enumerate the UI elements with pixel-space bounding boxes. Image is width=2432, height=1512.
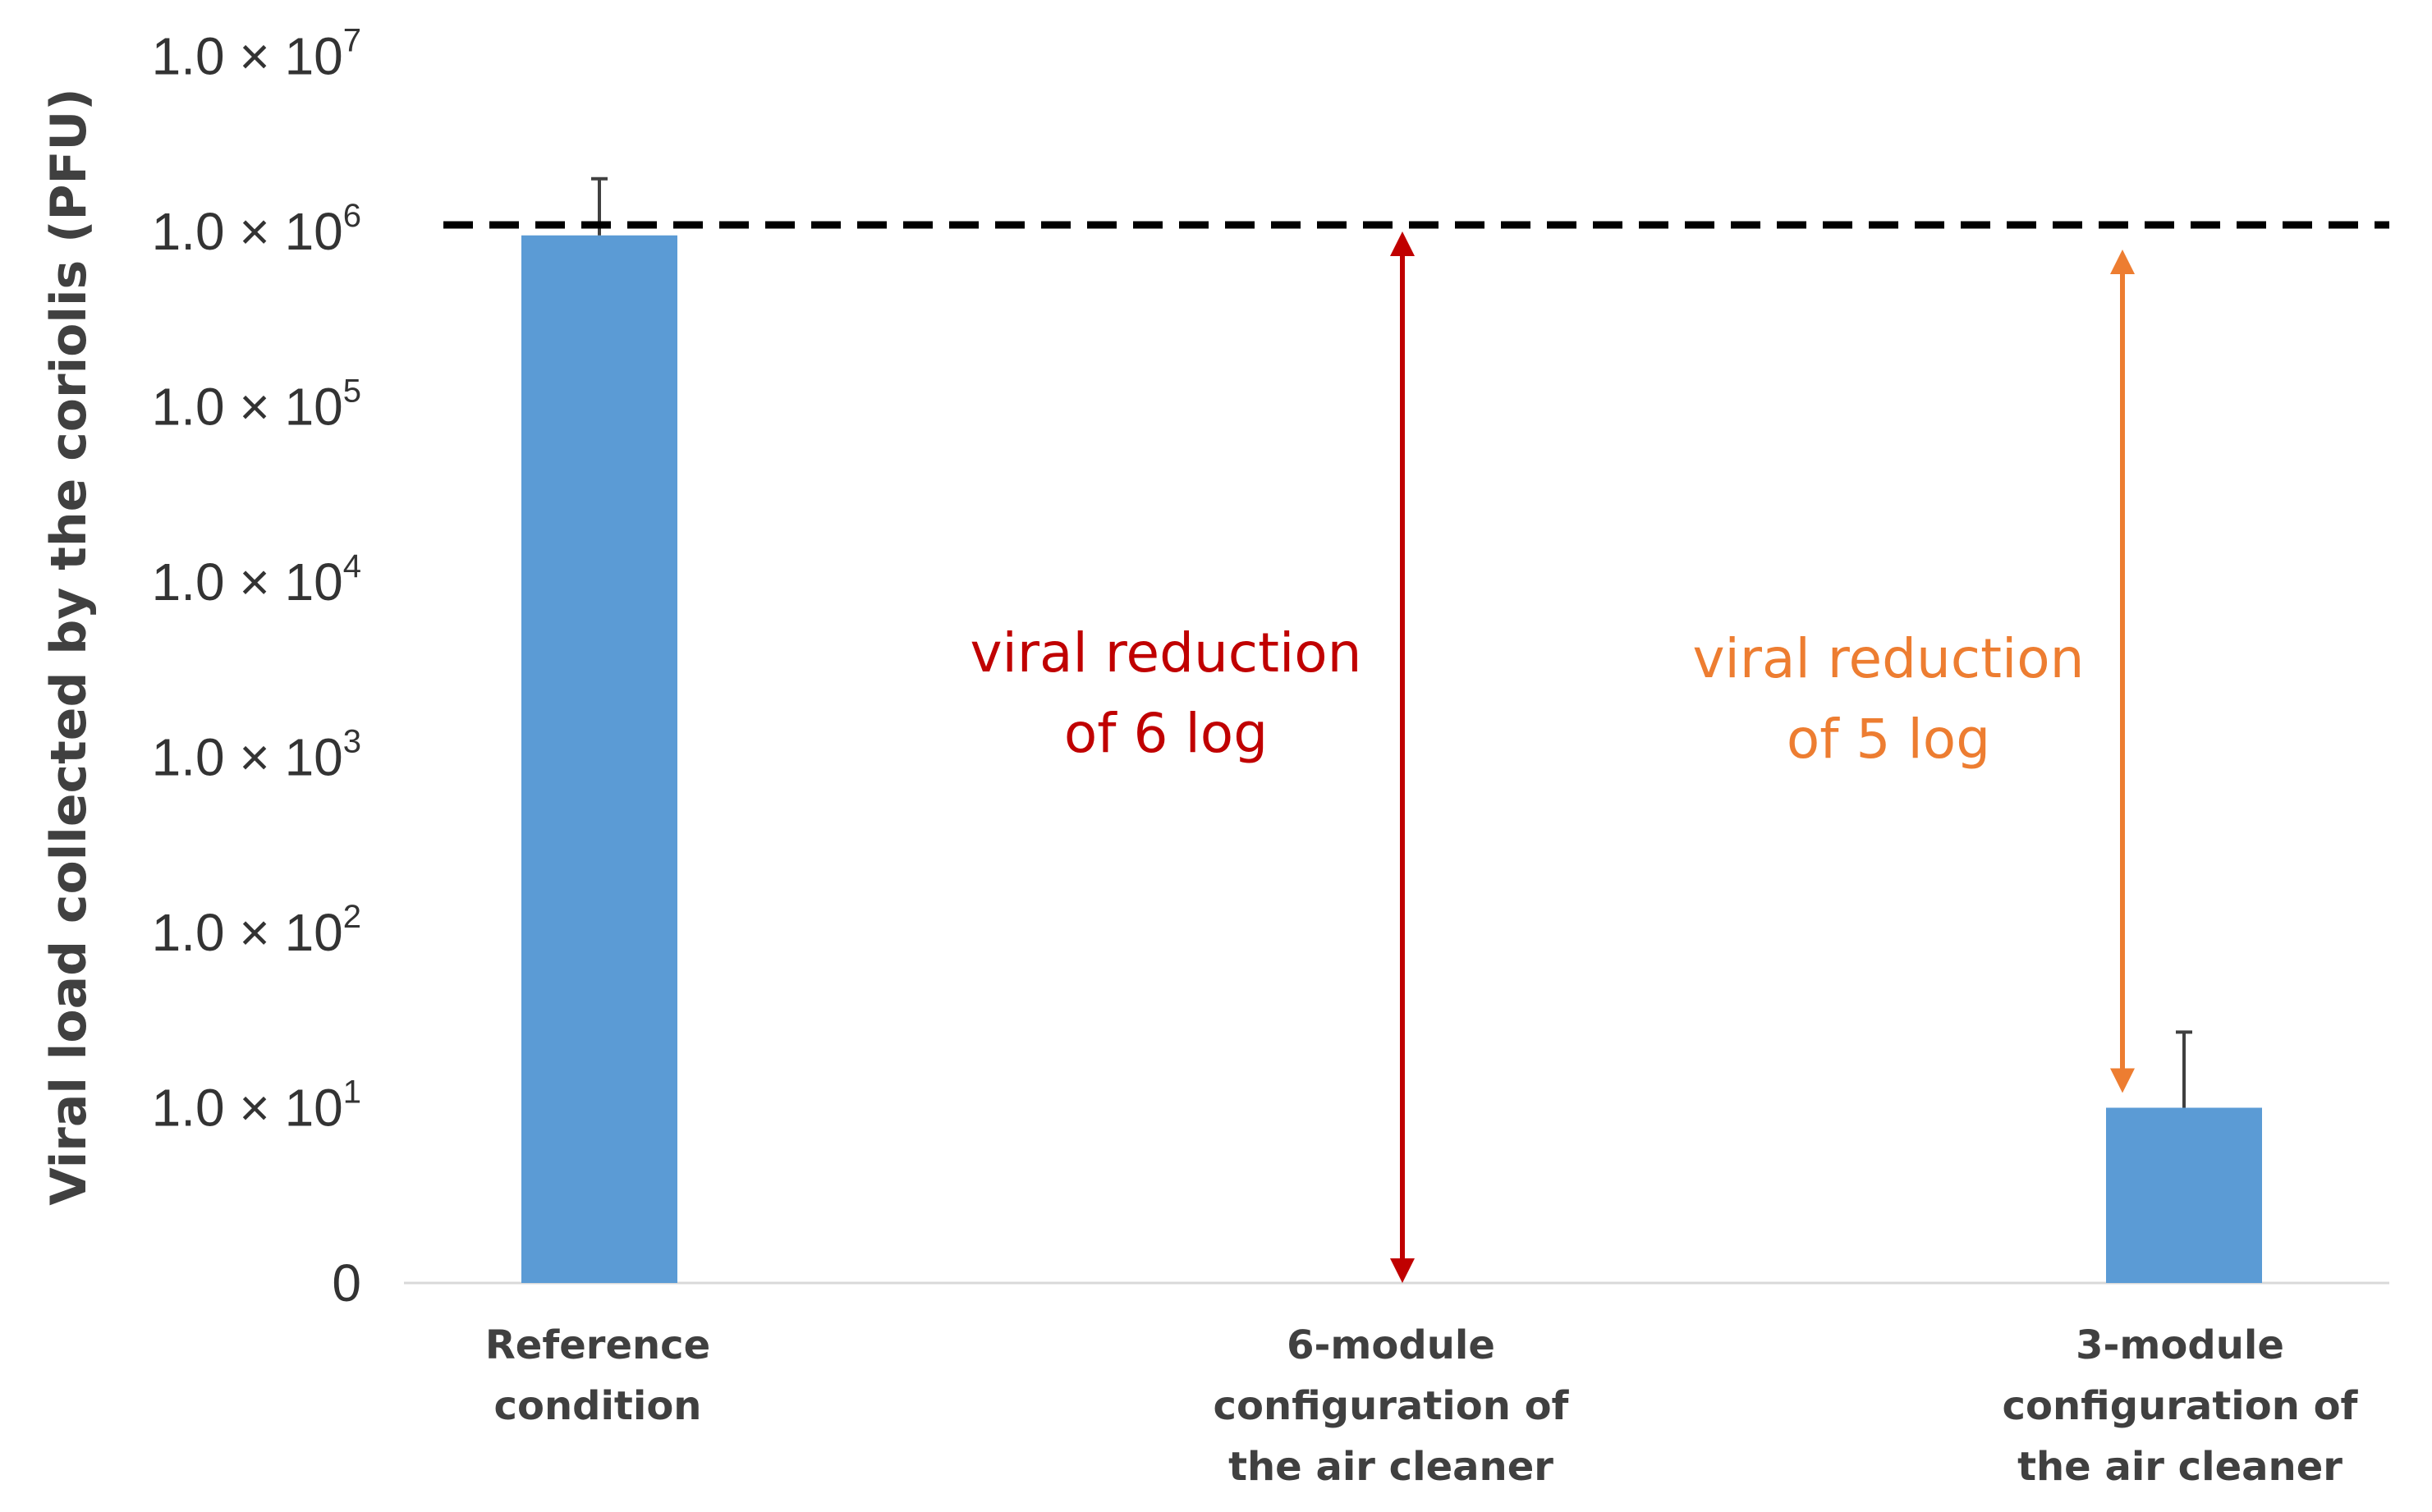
- bars: [521, 235, 2262, 1284]
- annotation-text: viral reduction: [1692, 627, 2084, 690]
- y-tick-label: 1.0 × 106: [152, 198, 361, 261]
- y-axis-ticks: 0 1.0 × 101 1.0 × 102 1.0 × 103 1.0 × 104 1.0…: [152, 23, 361, 1313]
- bar: [2106, 1107, 2262, 1283]
- category-label: condition: [494, 1383, 702, 1429]
- annotations: viral reduction of 6 log viral reduction of…: [970, 231, 2135, 1283]
- y-tick-label: 1.0 × 107: [152, 23, 361, 86]
- y-tick-label: 0: [332, 1253, 361, 1313]
- y-tick-label: 1.0 × 103: [152, 724, 361, 787]
- category-label: configuration of: [1214, 1383, 1570, 1429]
- category-label: Reference: [485, 1322, 710, 1368]
- y-tick-label: 1.0 × 101: [152, 1074, 361, 1138]
- y-axis-label: Viral load collected by the coriolis (PF…: [40, 88, 98, 1205]
- y-tick-label: 1.0 × 104: [152, 548, 361, 612]
- category-label: 6-module: [1287, 1322, 1495, 1368]
- annotation-text: of 6 log: [1064, 702, 1268, 765]
- y-tick-label: 1.0 × 105: [152, 373, 361, 437]
- annotation-text: of 5 log: [1787, 708, 1990, 771]
- bar: [521, 235, 677, 1284]
- category-label: 3-module: [2076, 1322, 2284, 1368]
- x-axis-categories: Reference condition 6-module configuration …: [485, 1322, 2359, 1490]
- annotation-text: viral reduction: [970, 621, 1361, 685]
- category-label: the air cleaner: [2017, 1444, 2343, 1490]
- y-tick-label: 1.0 × 102: [152, 899, 361, 962]
- category-label: configuration of: [2003, 1383, 2359, 1429]
- category-label: the air cleaner: [1228, 1444, 1553, 1490]
